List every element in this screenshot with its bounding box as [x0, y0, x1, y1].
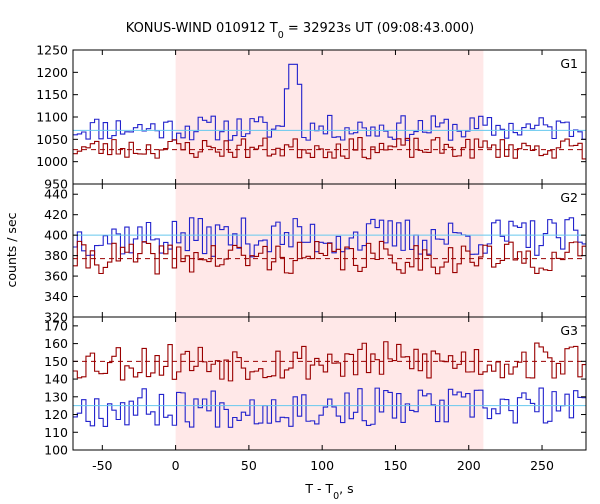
y-tick-label: 360	[44, 269, 68, 284]
x-tick-label: 100	[310, 458, 334, 473]
panel-label: G3	[560, 323, 578, 338]
x-tick-label: 200	[457, 458, 481, 473]
chart-title-subscript: 0	[278, 30, 284, 41]
y-tick-label: 440	[44, 187, 68, 202]
x-tick-label: -50	[92, 458, 112, 473]
x-axis-label-prefix: T - T	[304, 481, 333, 496]
y-tick-label: 1250	[36, 43, 68, 58]
panel-g3: 100 110 120 130 140 150 160 170 G3	[44, 316, 587, 458]
y-tick-label: 340	[44, 289, 68, 304]
y-tick-label: 100	[44, 443, 68, 458]
y-tick-label: 320	[44, 310, 68, 325]
x-axis-label-suffix: , s	[339, 481, 353, 496]
panel-frame	[72, 316, 587, 451]
y-tick-label: 170	[44, 318, 68, 333]
series-blue-g1	[73, 63, 586, 141]
panel-label: G2	[560, 190, 578, 205]
y-tick-label: 950	[44, 177, 68, 192]
y-tick-label: 380	[44, 248, 68, 263]
shaded-interval	[175, 50, 484, 184]
y-axis-label: counts / sec	[4, 212, 19, 287]
y-tick-label: 1000	[36, 154, 68, 169]
y-tick-label: 160	[44, 336, 68, 351]
shaded-interval	[175, 317, 484, 450]
y-tick-label: 130	[44, 389, 68, 404]
y-tick-label: 110	[44, 425, 68, 440]
y-tick-label: 420	[44, 207, 68, 222]
y-tick-label: 1050	[36, 132, 68, 147]
y-tick-label: 1100	[36, 110, 68, 125]
x-tick-label: 0	[172, 458, 180, 473]
x-tick-label: 250	[530, 458, 554, 473]
panel-g1: 950 1000 1050 1100 1150 1200 1250 G1	[36, 43, 587, 192]
panel-g2: 320 340 360 380 400 420 440 G2	[44, 183, 587, 325]
series-red-g2	[73, 240, 586, 275]
y-tick-label: 400	[44, 228, 68, 243]
x-tick-label: 50	[241, 458, 257, 473]
chart-title-prefix: KONUS-WIND 010912 T	[126, 21, 278, 36]
y-tick-label: 120	[44, 407, 68, 422]
panel-label: G1	[560, 56, 578, 71]
series-red-g3	[73, 341, 586, 382]
y-tick-label: 150	[44, 354, 68, 369]
y-tick-label: 140	[44, 372, 68, 387]
x-axis-label: T - T0, s	[304, 481, 353, 500]
x-tick-label: 150	[384, 458, 408, 473]
series-red-g1	[73, 137, 586, 160]
x-axis-label-subscript: 0	[333, 491, 339, 501]
shaded-interval	[175, 184, 484, 317]
series-blue-g3	[73, 387, 586, 428]
chart-title-suffix: = 32923s UT (09:08:43.000)	[284, 21, 474, 36]
y-tick-label: 1200	[36, 65, 68, 80]
chart-title: KONUS-WIND 010912 T0 = 32923s UT (09:08:…	[126, 21, 475, 41]
y-tick-label: 1150	[36, 87, 68, 102]
